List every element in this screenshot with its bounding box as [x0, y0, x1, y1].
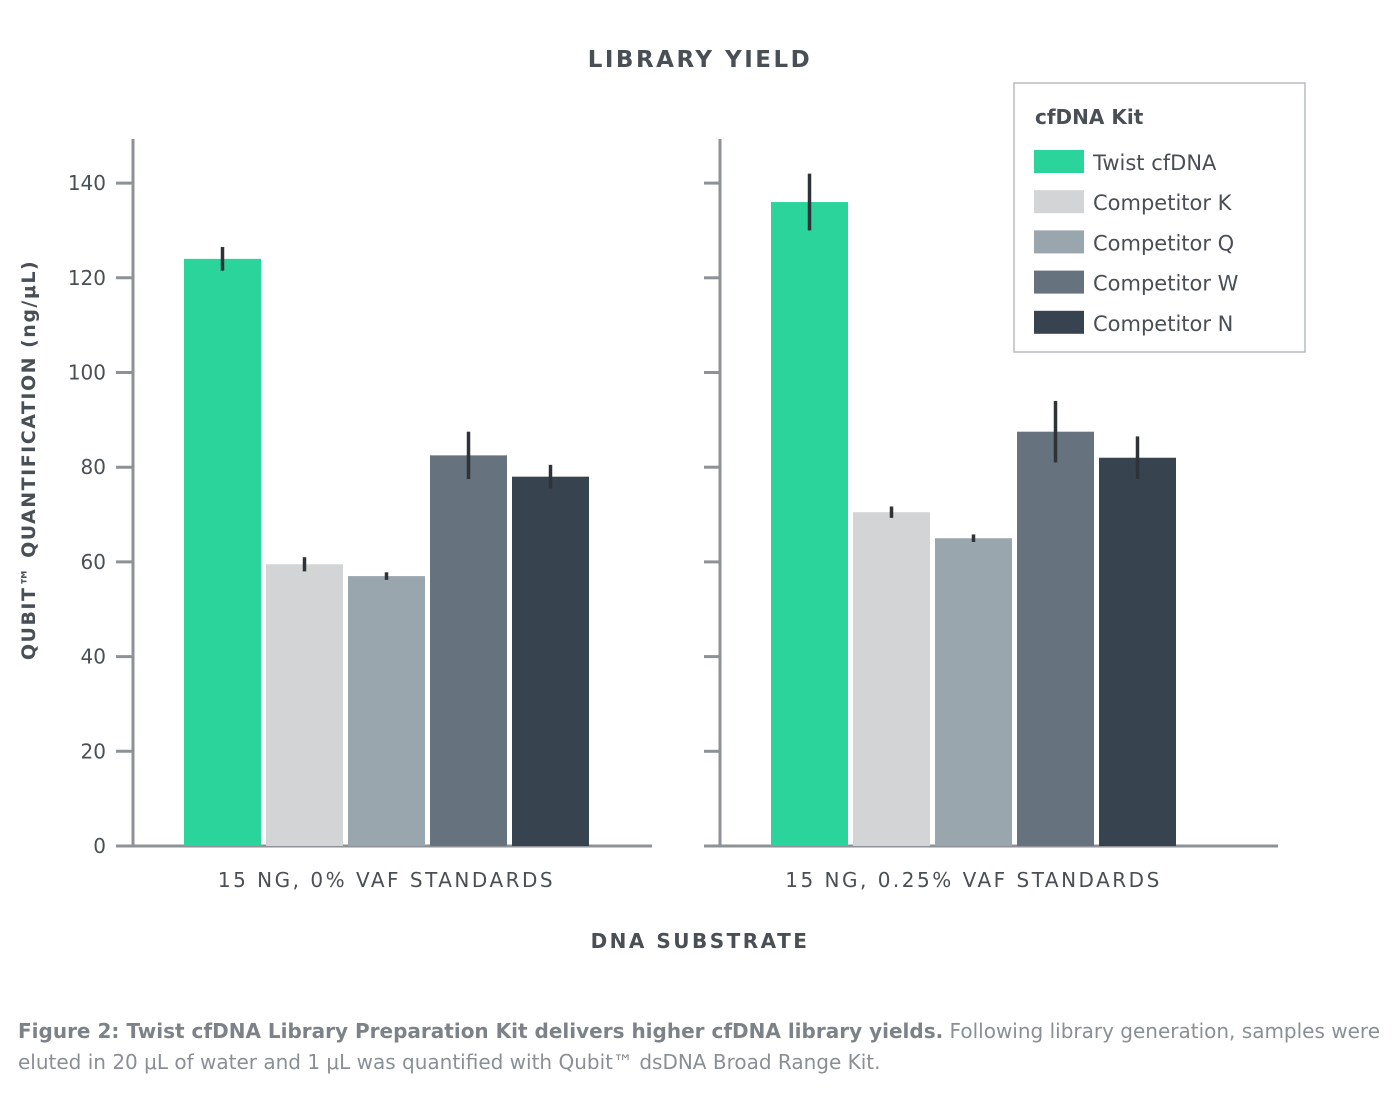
legend-title: cfDNA Kit [1035, 105, 1144, 129]
bar [1099, 457, 1176, 846]
chart-title: LIBRARY YIELD [588, 47, 813, 73]
figure-caption: Figure 2: Twist cfDNA Library Preparatio… [18, 1016, 1390, 1078]
caption-text: Following library generation, samples we… [18, 1019, 1381, 1074]
y-tick-label: 40 [81, 645, 106, 669]
legend-item-label: Competitor W [1093, 272, 1239, 296]
y-tick-label: 120 [68, 266, 106, 290]
bar [266, 564, 343, 846]
bar [348, 576, 425, 846]
legend-box [1013, 82, 1306, 353]
legend-swatch [1034, 270, 1084, 294]
legend-item-label: Competitor Q [1093, 231, 1234, 255]
legend: cfDNA Kit Twist cfDNA Competitor K Competi… [1013, 82, 1306, 353]
y-tick-label: 20 [81, 739, 106, 763]
y-axis-label: QUBIT™ QUANTIFICATION (ng/μL) [18, 260, 40, 660]
legend-item-label: Competitor N [1093, 312, 1233, 336]
bar [184, 258, 261, 846]
caption-bold: Figure 2: Twist cfDNA Library Preparatio… [18, 1019, 944, 1043]
category-label: 15 NG, 0% VAF STANDARDS [218, 868, 555, 892]
y-tick-label: 80 [81, 455, 106, 479]
legend-item-label: Competitor K [1093, 191, 1233, 215]
x-axis-label: DNA SUBSTRATE [591, 929, 810, 953]
legend-swatch [1034, 190, 1084, 214]
y-tick-label: 0 [93, 834, 106, 858]
bar [430, 455, 507, 846]
legend-swatch [1034, 230, 1084, 254]
legend-swatch [1034, 150, 1084, 173]
y-tick-label: 100 [68, 361, 106, 385]
bar [853, 512, 930, 846]
bar-chart: LIBRARY YIELD QUBIT™ QUANTIFICATION (ng/… [18, 47, 1306, 953]
y-tick-label: 60 [81, 550, 106, 574]
bar [935, 538, 1012, 846]
y-tick-label: 140 [68, 171, 106, 195]
bar [1017, 431, 1094, 846]
bar [512, 476, 589, 846]
category-label: 15 NG, 0.25% VAF STANDARDS [785, 868, 1162, 892]
legend-swatch [1034, 310, 1084, 334]
legend-item-label: Twist cfDNA [1092, 151, 1217, 175]
bar [771, 202, 848, 847]
